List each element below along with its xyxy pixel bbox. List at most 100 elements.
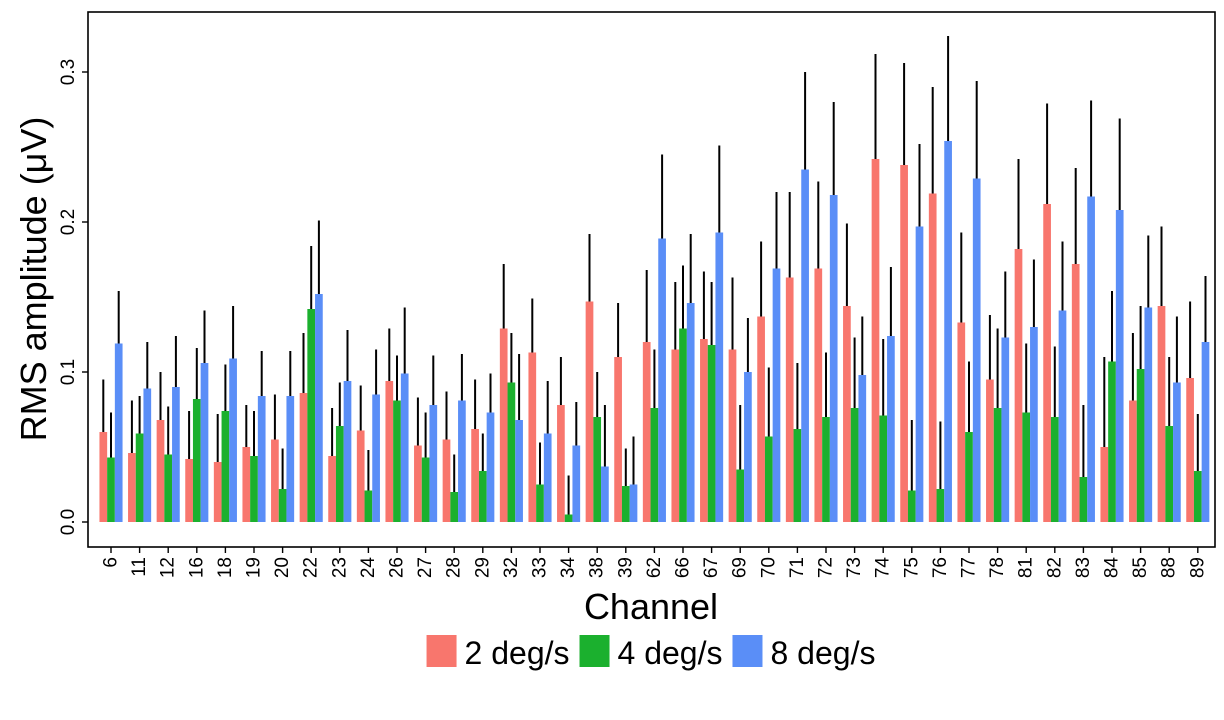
bar-ch71-s3 bbox=[801, 169, 809, 522]
bar-ch77-s3 bbox=[972, 178, 981, 522]
bar-ch84-s3 bbox=[1115, 210, 1124, 522]
bar-ch75-s3 bbox=[915, 226, 924, 522]
x-tick-label-34: 34 bbox=[558, 557, 579, 579]
bar-ch88-s3 bbox=[1173, 382, 1181, 522]
x-axis-title: Channel bbox=[584, 586, 718, 627]
bar-ch16-s2 bbox=[192, 399, 201, 522]
bar-ch19-s1 bbox=[242, 447, 251, 522]
x-tick-label-81: 81 bbox=[1016, 557, 1037, 578]
x-tick-label-77: 77 bbox=[959, 557, 980, 578]
x-tick-label-33: 33 bbox=[530, 557, 551, 578]
y-tick-label-0.0: 0.0 bbox=[58, 509, 79, 535]
y-tick-label-0.2: 0.2 bbox=[58, 209, 79, 235]
bar-ch29-s3 bbox=[486, 412, 495, 522]
bar-ch27-s3 bbox=[429, 405, 438, 522]
bar-ch88-s2 bbox=[1165, 426, 1174, 522]
bar-ch89-s3 bbox=[1201, 342, 1210, 522]
bar-ch74-s2 bbox=[879, 415, 888, 522]
x-tick-label-74: 74 bbox=[873, 557, 894, 579]
bar-ch27-s2 bbox=[421, 457, 430, 522]
bar-ch70-s3 bbox=[772, 268, 781, 522]
x-tick-label-18: 18 bbox=[215, 557, 236, 578]
x-tick-label-20: 20 bbox=[272, 557, 293, 578]
x-tick-label-11: 11 bbox=[129, 557, 150, 577]
bar-ch34-s1 bbox=[557, 405, 565, 522]
bar-ch70-s2 bbox=[764, 436, 773, 522]
bar-ch78-s3 bbox=[1001, 337, 1010, 522]
bar-ch89-s2 bbox=[1193, 471, 1202, 522]
bar-ch27-s1 bbox=[414, 445, 422, 522]
y-axis-title: RMS amplitude (μV) bbox=[13, 117, 54, 442]
bar-ch23-s1 bbox=[328, 456, 336, 522]
x-tick-label-89: 89 bbox=[1187, 557, 1208, 578]
bar-ch38-s3 bbox=[601, 466, 609, 522]
bar-ch18-s2 bbox=[221, 411, 230, 522]
x-tick-label-12: 12 bbox=[158, 557, 179, 578]
bar-ch88-s1 bbox=[1157, 306, 1166, 522]
x-axis: 6 11 12 16 18 19 20 22 23 24 26 27 28 29 32 33 34 38 39 62 6… bbox=[101, 547, 1208, 579]
bar-ch11-s3 bbox=[143, 388, 152, 522]
x-tick-label-69: 69 bbox=[730, 557, 751, 578]
bar-ch20-s2 bbox=[278, 489, 287, 522]
bar-ch32-s2 bbox=[507, 382, 516, 522]
bar-ch89-s1 bbox=[1186, 378, 1194, 522]
bar-ch12-s2 bbox=[164, 454, 173, 522]
bar-ch29-s2 bbox=[478, 471, 487, 522]
x-tick-label-70: 70 bbox=[758, 557, 779, 578]
bar-ch85-s2 bbox=[1136, 369, 1145, 522]
bar-ch28-s3 bbox=[458, 400, 466, 522]
x-tick-label-84: 84 bbox=[1102, 557, 1123, 579]
bar-ch72-s3 bbox=[829, 195, 838, 522]
bar-ch67-s3 bbox=[715, 232, 724, 522]
bar-ch76-s3 bbox=[944, 141, 952, 522]
x-tick-label-27: 27 bbox=[415, 557, 436, 578]
bar-ch82-s2 bbox=[1050, 417, 1059, 522]
bar-ch62-s2 bbox=[650, 408, 659, 522]
bar-ch34-s3 bbox=[572, 445, 581, 522]
bar-ch62-s1 bbox=[642, 342, 651, 522]
x-tick-label-29: 29 bbox=[472, 557, 493, 578]
bars-layer bbox=[99, 141, 1210, 522]
bar-ch18-s1 bbox=[213, 462, 222, 522]
bar-ch78-s2 bbox=[993, 408, 1002, 522]
bar-ch24-s1 bbox=[356, 430, 365, 522]
bar-ch22-s2 bbox=[307, 309, 316, 522]
bar-ch66-s2 bbox=[679, 328, 687, 522]
bar-ch20-s1 bbox=[271, 439, 279, 522]
x-tick-label-78: 78 bbox=[987, 557, 1008, 578]
bar-ch69-s3 bbox=[744, 372, 752, 522]
bar-ch74-s1 bbox=[871, 159, 880, 522]
bar-ch78-s1 bbox=[986, 379, 994, 522]
bar-ch33-s2 bbox=[536, 484, 544, 522]
bar-ch73-s1 bbox=[843, 306, 851, 522]
bar-ch34-s2 bbox=[564, 514, 573, 522]
bar-ch66-s1 bbox=[671, 349, 680, 522]
bar-ch69-s2 bbox=[736, 469, 745, 522]
bar-ch84-s1 bbox=[1100, 447, 1109, 522]
x-tick-label-72: 72 bbox=[816, 557, 837, 578]
legend-swatch-3 bbox=[732, 635, 763, 667]
bar-ch12-s1 bbox=[156, 420, 165, 522]
x-tick-label-73: 73 bbox=[844, 557, 865, 578]
x-tick-label-67: 67 bbox=[701, 557, 722, 578]
bar-ch76-s1 bbox=[928, 193, 937, 522]
x-tick-label-24: 24 bbox=[358, 557, 379, 579]
bar-ch11-s2 bbox=[135, 433, 144, 522]
bar-ch83-s2 bbox=[1079, 477, 1088, 522]
bar-ch33-s3 bbox=[543, 433, 552, 522]
bar-ch69-s1 bbox=[728, 349, 737, 522]
bar-ch66-s3 bbox=[686, 303, 695, 522]
bar-ch83-s1 bbox=[1071, 264, 1080, 522]
bar-ch67-s1 bbox=[700, 339, 708, 522]
x-tick-label-82: 82 bbox=[1044, 557, 1065, 578]
x-tick-label-6: 6 bbox=[101, 557, 122, 568]
bar-ch26-s3 bbox=[400, 373, 409, 522]
bar-ch32-s3 bbox=[515, 420, 523, 522]
bar-ch6-s1 bbox=[99, 432, 108, 522]
bar-ch6-s2 bbox=[107, 457, 115, 522]
legend-swatch-1 bbox=[426, 635, 457, 667]
bar-ch82-s1 bbox=[1043, 204, 1051, 522]
bar-ch24-s2 bbox=[364, 490, 373, 522]
bar-ch32-s1 bbox=[499, 328, 508, 522]
bar-ch85-s3 bbox=[1144, 307, 1153, 522]
